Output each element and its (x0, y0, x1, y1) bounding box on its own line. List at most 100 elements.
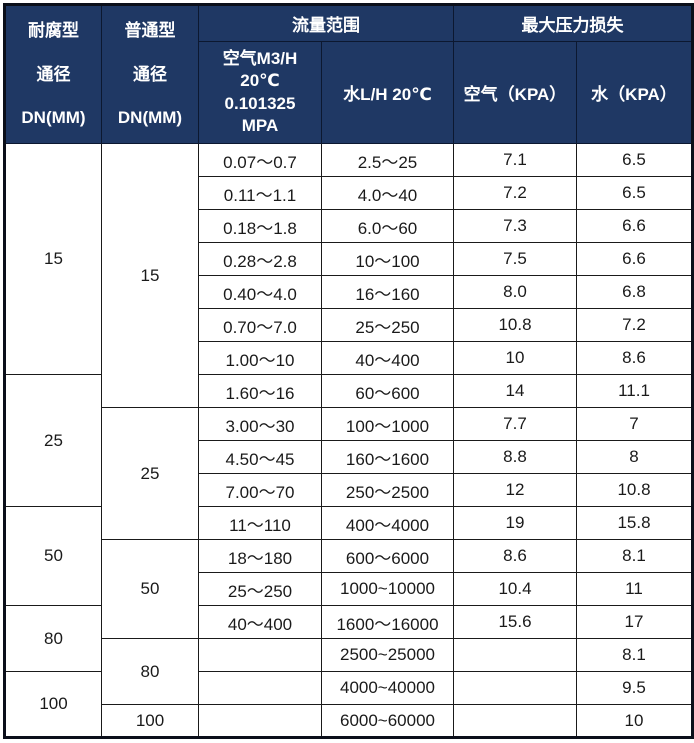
table-row: 0.18～1.8 6.0～60 7.3 6.6 (5, 209, 693, 243)
header-max-pressure-loss-group: 最大压力损失 (453, 4, 693, 42)
air-flow-cell: 4.50～45 (198, 440, 322, 474)
water-flow-cell: 2500~25000 (321, 638, 454, 672)
water-kpa-cell: 9.5 (576, 671, 693, 705)
table-row: 50 11～110 400～4000 19 15.8 (4, 506, 693, 606)
air-kpa-cell: 7.7 (453, 407, 577, 441)
water-kpa-cell: 8.1 (576, 539, 693, 573)
normal-dn-cell: 50 (101, 539, 199, 639)
header-water-kpa: 水（KPA） (576, 41, 693, 144)
normal-dn-cell: 15 (101, 143, 199, 408)
table-body: 15 15 0.07～0.7 2.5～25 7.1 6.5 0.11～1.1 4.0～40 7.… (4, 143, 693, 738)
water-kpa-cell: 10.8 (576, 473, 693, 507)
header-row-sub: 空气M3/H 20℃ 0.101325 MPA 水L/H 20℃ 空气（KPA） 水（… (5, 41, 693, 144)
water-kpa-cell: 8.1 (576, 638, 693, 672)
normal-dn-cell: 100 (101, 704, 199, 738)
water-kpa-cell: 6.6 (576, 242, 693, 276)
air-kpa-cell: 19 (453, 506, 577, 540)
water-flow-cell: 6000~60000 (321, 704, 454, 738)
header-flow-range-group: 流量范围 (198, 4, 454, 42)
air-flow-cell (198, 638, 322, 672)
table-row: 15 15 0.07～0.7 2.5～25 7.1 6.5 (4, 143, 693, 408)
table-row: 100 4000~40000 9.5 (4, 671, 693, 738)
air-kpa-cell: 8.0 (453, 275, 577, 309)
table-header: 耐腐型 通径 DN(MM) 普通型 通径 DN(MM) 流量范围 最大压力损失 空气M3… (4, 4, 693, 144)
air-kpa-cell: 15.6 (453, 605, 577, 639)
water-kpa-cell: 8 (576, 440, 693, 474)
corrosion-dn-cell: 100 (4, 671, 102, 738)
air-kpa-cell: 12 (453, 473, 577, 507)
water-flow-cell: 25～250 (321, 308, 454, 342)
water-flow-cell: 400～4000 (321, 506, 454, 540)
table-row: 25 1.60～16 60～600 14 11.1 (4, 374, 693, 507)
table-row: 7.00～70 250～2500 12 10.8 (5, 473, 693, 507)
air-flow-cell: 0.28～2.8 (198, 242, 322, 276)
water-flow-cell: 60～600 (321, 374, 454, 408)
water-kpa-cell: 11.1 (576, 374, 693, 408)
table-row: 4.50～45 160～1600 8.8 8 (5, 440, 693, 474)
normal-dn-cell: 25 (101, 407, 199, 540)
water-flow-cell: 4000~40000 (321, 671, 454, 705)
water-kpa-cell: 6.5 (576, 143, 693, 177)
air-kpa-cell: 10 (453, 341, 577, 375)
header-normal-dn: 普通型 通径 DN(MM) (101, 4, 199, 144)
header-air-flow: 空气M3/H 20℃ 0.101325 MPA (198, 41, 322, 144)
water-kpa-cell: 7 (576, 407, 693, 441)
air-kpa-cell: 7.3 (453, 209, 577, 243)
water-kpa-cell: 10 (576, 704, 693, 738)
water-flow-cell: 40～400 (321, 341, 454, 375)
air-flow-cell: 7.00～70 (198, 473, 322, 507)
air-flow-cell (198, 704, 322, 738)
air-flow-cell (198, 671, 322, 705)
water-flow-cell: 4.0～40 (321, 176, 454, 210)
water-flow-cell: 16～160 (321, 275, 454, 309)
water-flow-cell: 600～6000 (321, 539, 454, 573)
water-flow-cell: 250～2500 (321, 473, 454, 507)
water-kpa-cell: 17 (576, 605, 693, 639)
air-kpa-cell (453, 671, 577, 705)
air-kpa-cell: 8.6 (453, 539, 577, 573)
corrosion-dn-cell: 50 (4, 506, 102, 606)
water-kpa-cell: 7.2 (576, 308, 693, 342)
air-kpa-cell (453, 704, 577, 738)
air-flow-cell: 25～250 (198, 572, 322, 606)
corrosion-dn-cell: 15 (4, 143, 102, 375)
flow-spec-table: 耐腐型 通径 DN(MM) 普通型 通径 DN(MM) 流量范围 最大压力损失 空气M3… (3, 3, 694, 739)
table-row: 50 18～180 600～6000 8.6 8.1 (5, 539, 693, 639)
table-row: 0.28～2.8 10～100 7.5 6.6 (5, 242, 693, 276)
water-flow-cell: 6.0～60 (321, 209, 454, 243)
water-kpa-cell: 6.8 (576, 275, 693, 309)
air-flow-cell: 40～400 (198, 605, 322, 639)
header-corrosion-dn: 耐腐型 通径 DN(MM) (4, 4, 102, 144)
water-flow-cell: 10～100 (321, 242, 454, 276)
normal-dn-cell: 80 (101, 638, 199, 705)
air-kpa-cell: 8.8 (453, 440, 577, 474)
air-kpa-cell: 7.1 (453, 143, 577, 177)
air-kpa-cell: 10.8 (453, 308, 577, 342)
header-water-flow: 水L/H 20℃ (321, 41, 454, 144)
water-kpa-cell: 11 (576, 572, 693, 606)
water-kpa-cell: 6.5 (576, 176, 693, 210)
air-kpa-cell: 7.2 (453, 176, 577, 210)
table-row: 80 40～400 1600～16000 15.6 17 (4, 605, 693, 672)
water-flow-cell: 160～1600 (321, 440, 454, 474)
air-kpa-cell (453, 638, 577, 672)
air-flow-cell: 0.70～7.0 (198, 308, 322, 342)
air-flow-cell: 0.11～1.1 (198, 176, 322, 210)
table-row: 100 6000~60000 10 (5, 704, 693, 738)
table-row: 1.00～10 40～400 10 8.6 (5, 341, 693, 375)
water-kpa-cell: 8.6 (576, 341, 693, 375)
water-flow-cell: 100～1000 (321, 407, 454, 441)
water-kpa-cell: 15.8 (576, 506, 693, 540)
air-kpa-cell: 14 (453, 374, 577, 408)
air-flow-cell: 1.00～10 (198, 341, 322, 375)
table-row: 25 3.00～30 100～1000 7.7 7 (5, 407, 693, 540)
header-row-top: 耐腐型 通径 DN(MM) 普通型 通径 DN(MM) 流量范围 最大压力损失 (4, 4, 693, 144)
water-flow-cell: 1000~10000 (321, 572, 454, 606)
air-kpa-cell: 7.5 (453, 242, 577, 276)
header-air-kpa: 空气（KPA） (453, 41, 577, 144)
corrosion-dn-cell: 25 (4, 374, 102, 507)
water-flow-cell: 2.5～25 (321, 143, 454, 177)
air-flow-cell: 1.60～16 (198, 374, 322, 408)
corrosion-dn-cell: 80 (4, 605, 102, 672)
table-row: 80 2500~25000 8.1 (5, 638, 693, 705)
